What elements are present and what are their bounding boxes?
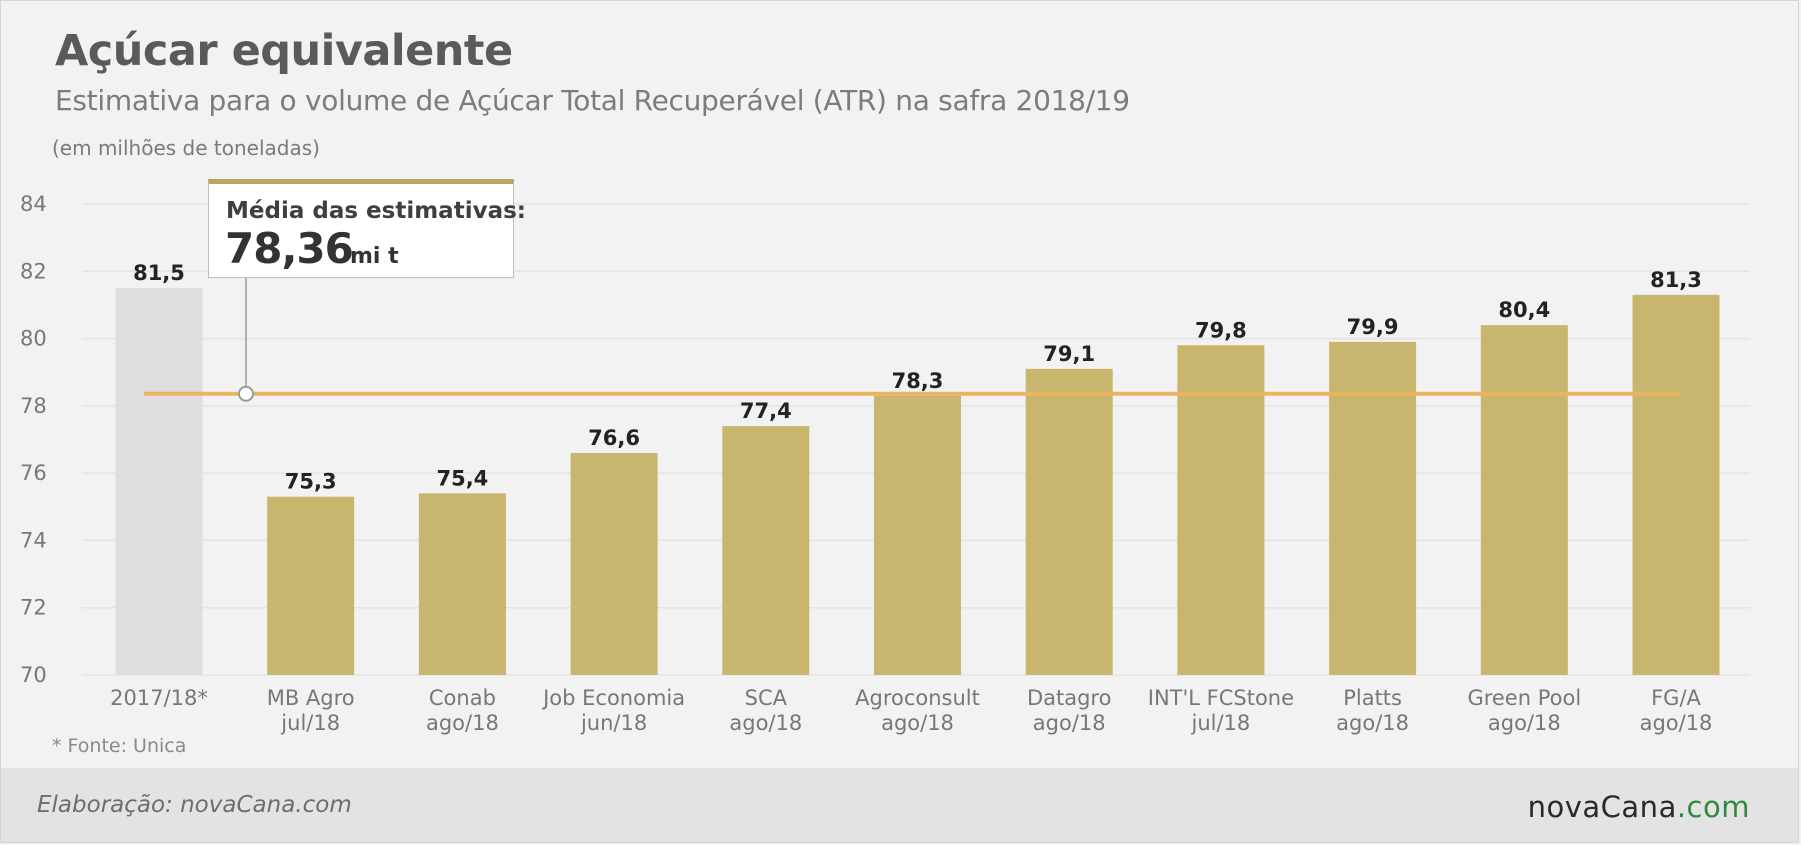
x-tick-label: Green Pool <box>1467 686 1581 710</box>
y-tick-label: 80 <box>20 327 47 351</box>
reference-bar <box>115 288 203 675</box>
y-tick-label: 74 <box>20 528 47 552</box>
chart-subtitle: Estimativa para o volume de Açúcar Total… <box>55 84 1130 117</box>
x-tick-label: Agroconsult <box>855 686 980 710</box>
bar-value-label: 79,1 <box>1043 342 1095 366</box>
bar <box>418 493 506 675</box>
x-tick-label: Job Economia <box>541 686 685 710</box>
average-unit: mi t <box>350 244 399 269</box>
bar <box>570 452 658 675</box>
bar <box>1480 325 1568 675</box>
y-tick-label: 70 <box>20 663 47 687</box>
bar <box>1177 345 1265 675</box>
bar <box>267 496 355 675</box>
x-tick-label: MB Agro <box>267 686 355 710</box>
x-tick-label: Datagro <box>1027 686 1112 710</box>
bar <box>1632 294 1720 675</box>
bar-value-label: 81,3 <box>1650 268 1702 292</box>
x-tick-label: Platts <box>1343 686 1402 710</box>
bar <box>722 426 810 675</box>
brand-logo: novaCana.com <box>1528 790 1750 824</box>
y-tick-label: 84 <box>20 192 47 216</box>
bar-value-label: 81,5 <box>133 261 185 285</box>
bar <box>1025 368 1113 675</box>
average-label: Média das estimativas: <box>226 198 526 224</box>
average-marker <box>238 385 254 402</box>
source-note: * Fonte: Unica <box>52 735 187 757</box>
x-tick-label: INT'L FCStone <box>1148 686 1294 710</box>
x-tick-label: jul/18 <box>280 711 340 735</box>
bar-value-label: 77,4 <box>740 399 792 423</box>
unit-note: (em milhões de toneladas) <box>52 136 320 160</box>
bar <box>874 395 961 675</box>
x-tick-label: ago/18 <box>426 711 499 735</box>
y-tick-label: 78 <box>20 394 47 418</box>
credit-text: Elaboração: novaCana.com <box>37 792 352 818</box>
logo-domain: .com <box>1676 790 1750 824</box>
x-tick-label: ago/18 <box>1336 711 1409 735</box>
x-tick-label: jun/18 <box>580 711 647 735</box>
x-tick-label: ago/18 <box>729 711 802 735</box>
y-tick-label: 76 <box>20 461 47 485</box>
average-callout: Média das estimativas: 78,36 mi t <box>208 179 526 278</box>
bar <box>1329 341 1417 675</box>
bar-value-label: 80,4 <box>1498 298 1550 322</box>
footer-bar: Elaboração: novaCana.com novaCana.com <box>1 768 1798 842</box>
x-tick-label: ago/18 <box>1033 711 1106 735</box>
logo-main: novaCana <box>1527 790 1677 824</box>
x-tick-label: ago/18 <box>881 711 954 735</box>
x-tick-label: Conab <box>429 686 496 710</box>
bar-value-label: 78,3 <box>892 369 944 393</box>
x-tick-label: FG/A <box>1651 686 1701 710</box>
y-tick-label: 82 <box>20 259 47 283</box>
x-tick-label: 2017/18* <box>110 686 208 710</box>
bar-value-label: 79,9 <box>1347 315 1399 339</box>
chart-title: Açúcar equivalente <box>55 26 513 76</box>
y-tick-label: 72 <box>20 596 47 620</box>
x-tick-label: SCA <box>745 686 788 710</box>
x-tick-label: ago/18 <box>1488 711 1561 735</box>
x-tick-label: ago/18 <box>1640 711 1713 735</box>
x-tick-label: jul/18 <box>1191 711 1251 735</box>
bar-value-label: 79,8 <box>1195 318 1247 342</box>
bar-value-label: 75,4 <box>436 466 488 490</box>
bar-value-label: 76,6 <box>588 426 640 450</box>
average-value: 78,36 <box>225 224 354 273</box>
bar-value-label: 75,3 <box>285 470 337 494</box>
